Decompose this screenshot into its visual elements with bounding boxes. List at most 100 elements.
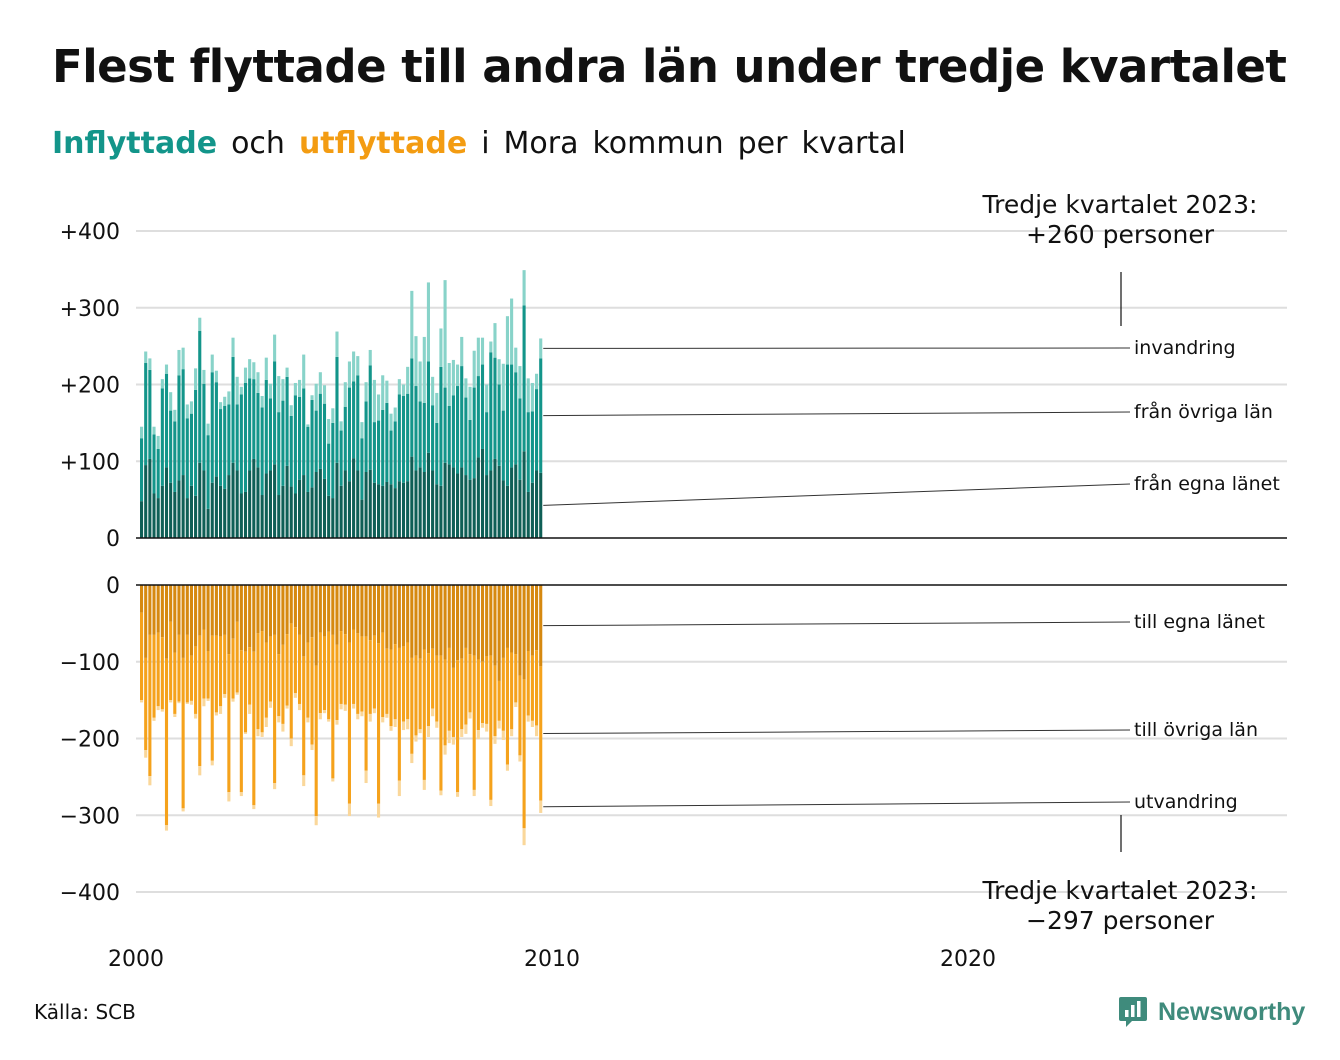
bar-segment — [464, 724, 468, 734]
bar-segment — [273, 361, 277, 465]
bar-segment — [518, 366, 522, 399]
bar-segment — [248, 704, 252, 714]
bar-segment — [256, 585, 260, 634]
subtitle-och: och — [231, 126, 285, 161]
bar-segment — [431, 376, 435, 406]
bar-segment — [318, 468, 322, 539]
bar-segment — [177, 480, 181, 538]
bar-segment — [210, 482, 214, 538]
bar-segment — [277, 412, 281, 496]
bar-segment — [314, 816, 318, 826]
bar-segment — [181, 585, 185, 658]
bar-segment — [164, 364, 169, 374]
bar-segment — [281, 585, 285, 645]
bar-segment — [497, 359, 501, 385]
bar-segment — [268, 398, 272, 471]
bar-segment — [480, 448, 485, 538]
bars — [140, 270, 543, 846]
bar-segment — [273, 783, 277, 790]
bar-segment — [235, 376, 239, 405]
bar-segment — [335, 585, 339, 645]
bar-segment — [406, 393, 410, 482]
bar-segment — [464, 585, 468, 648]
bar-segment — [198, 330, 202, 463]
bar-segment — [418, 467, 422, 538]
bar-segment — [285, 634, 289, 706]
callout-bottom-line1: Tredje kvartalet 2023: — [982, 876, 1258, 905]
bar-segment — [505, 647, 509, 765]
bar-segment — [439, 585, 443, 656]
bar-segment — [418, 729, 422, 734]
bar-segment — [318, 713, 322, 720]
bar-segment — [152, 493, 156, 539]
bar-segment — [501, 730, 505, 741]
bar-segment — [281, 485, 285, 538]
bar-segment — [302, 475, 306, 538]
bar-segment — [293, 693, 297, 698]
bar-segment — [331, 778, 335, 782]
bar-segment — [510, 652, 514, 730]
bar-segment — [460, 467, 464, 538]
bar-segment — [327, 443, 331, 496]
bar-segment — [243, 491, 248, 538]
bar-segment — [144, 465, 148, 538]
bar-segment — [144, 585, 148, 658]
bar-segment — [235, 692, 239, 695]
bar-segment — [418, 658, 422, 730]
bar-segment — [401, 646, 406, 722]
bar-segment — [468, 585, 472, 655]
bar-segment — [277, 585, 281, 655]
bar-segment — [501, 363, 505, 411]
bar-segment — [210, 585, 214, 636]
bar-segment — [306, 642, 310, 718]
bar-segment — [214, 382, 218, 477]
bar-segment — [422, 472, 426, 538]
bar-segment — [148, 369, 152, 459]
bar-segment — [306, 717, 310, 723]
bar-segment — [331, 422, 335, 499]
bar-segment — [264, 379, 268, 474]
bar-segment — [539, 585, 543, 667]
bar-segment — [377, 394, 381, 421]
bar-segment — [426, 452, 430, 538]
bar-segment — [260, 585, 264, 632]
bar-segment — [181, 657, 185, 809]
bar-segment — [343, 634, 347, 705]
bar-segment — [443, 659, 447, 746]
bar-segment — [302, 656, 306, 776]
bar-segment — [389, 484, 393, 538]
bar-segment — [397, 379, 401, 395]
bar-segment — [460, 658, 464, 730]
bar-segment — [435, 484, 439, 538]
bar-segment — [393, 585, 397, 645]
bar-segment — [289, 415, 293, 487]
bar-segment — [140, 612, 144, 701]
bar-segment — [181, 347, 185, 370]
bar-segment — [377, 484, 381, 538]
bar-segment — [160, 485, 164, 538]
bar-segment — [273, 464, 277, 538]
series-label: från egna länet — [1134, 472, 1280, 495]
bar-segment — [314, 410, 318, 472]
bar-segment — [352, 351, 356, 382]
bar-segment — [322, 403, 327, 479]
bar-segment — [439, 655, 443, 791]
brand-name: Newsworthy — [1158, 997, 1306, 1026]
bar-segment — [231, 462, 235, 538]
bar-segment — [210, 354, 214, 373]
leader-line — [543, 483, 1131, 506]
bar-segment — [539, 800, 543, 813]
subtitle-utflyttade: utflyttade — [298, 126, 468, 161]
bar-segment — [173, 585, 177, 653]
bar-segment — [493, 736, 497, 744]
bar-segment — [389, 430, 393, 485]
bar-segment — [535, 725, 539, 737]
bar-segment — [194, 389, 198, 496]
bar-segment — [148, 358, 152, 370]
bar-segment — [169, 700, 173, 703]
bar-segment — [535, 389, 539, 471]
brand[interactable]: Newsworthy — [1118, 995, 1305, 1029]
bar-segment — [343, 406, 347, 471]
bar-segment — [185, 702, 189, 704]
subtitle-kommun: kommun — [592, 126, 724, 161]
